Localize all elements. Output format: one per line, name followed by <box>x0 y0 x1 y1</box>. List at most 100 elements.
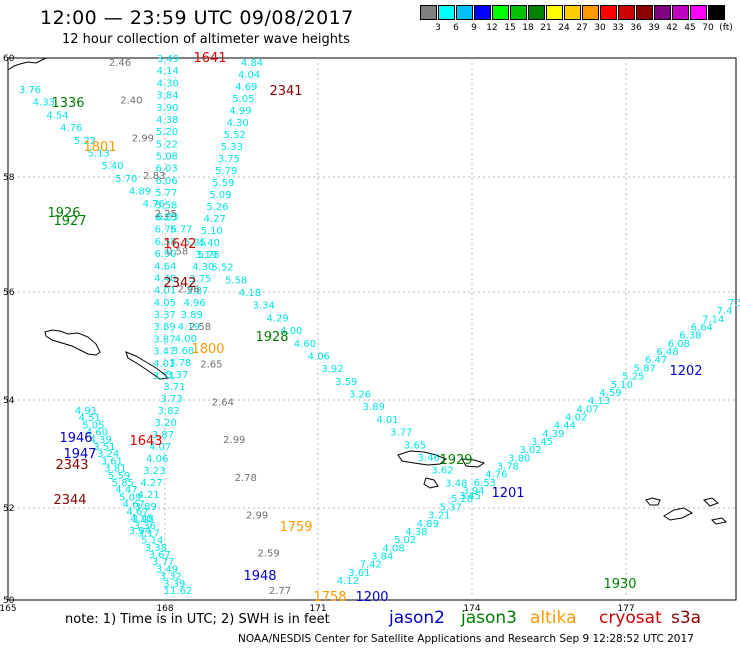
wave-height-value: 5.33 <box>221 142 243 153</box>
pass-time-label: 1946 <box>59 431 92 446</box>
wave-height-value: 3.75 <box>218 154 240 165</box>
legend-label: 6 <box>453 23 459 33</box>
legend-label: 30 <box>594 23 606 33</box>
wave-height-value: 3.89 <box>363 402 385 413</box>
wave-height-value: 2.25 <box>155 209 177 220</box>
satellite-label-jason2: jason2 <box>389 608 445 628</box>
wave-height-value: 2.64 <box>212 397 234 408</box>
wave-height-value: 3.45 <box>459 491 481 502</box>
pass-time-label: 1930 <box>603 577 636 592</box>
wave-height-value: 3.32 <box>159 572 181 583</box>
wave-height-value: 3.39 <box>163 579 185 590</box>
wave-height-value: 2.99 <box>246 511 268 522</box>
wave-height-value: 5.52 <box>211 263 233 274</box>
wave-height-value: 4.60 <box>86 428 108 439</box>
wave-height-value: 4.38 <box>156 115 178 126</box>
wave-height-value: 4.54 <box>46 110 68 121</box>
satellite-label-altika: altika <box>530 608 577 628</box>
wave-height-value: 5.85 <box>112 478 134 489</box>
wave-height-value: 4.00 <box>280 326 302 337</box>
wave-height-value: 4.99 <box>229 106 251 117</box>
wave-height-value: 3.61 <box>348 568 370 579</box>
wave-height-value: 4.67 <box>126 507 148 518</box>
wave-height-value: 4.27 <box>204 214 226 225</box>
land-masses <box>7 57 728 525</box>
legend-swatch <box>546 5 563 20</box>
legend-swatch <box>654 5 671 20</box>
legend-label: 24 <box>558 23 570 33</box>
map-grid <box>7 57 737 601</box>
wave-height-value: 11.62 <box>164 586 193 597</box>
wave-height-value: 3.62 <box>431 466 453 477</box>
wave-height-value: 7.42 <box>360 560 382 571</box>
wave-height-value: 5.25 <box>184 237 206 248</box>
pass-time-label: 1800 <box>191 342 224 357</box>
wave-height-value: 2.40 <box>120 96 142 107</box>
lon-tick-label: 177 <box>617 604 634 614</box>
legend-label: 70 <box>702 23 714 33</box>
page-subtitle: 12 hour collection of altimeter wave hei… <box>62 32 350 47</box>
wave-height-value: 4.19 <box>178 322 200 333</box>
wave-height-value: 4.33 <box>33 98 55 109</box>
wave-height-value: 3.24 <box>97 449 119 460</box>
wave-height-value: 2.96 <box>177 284 199 295</box>
pass-time-label: 1642 <box>163 237 196 252</box>
wave-height-value: 6.03 <box>156 212 178 223</box>
wave-height-value: 5.59 <box>212 178 234 189</box>
wave-height-value: 4.30 <box>226 118 248 129</box>
legend-label: 42 <box>666 23 678 33</box>
land-outline <box>663 507 694 521</box>
lon-tick-label: 165 <box>0 604 17 614</box>
pass-time-label: 1801 <box>83 140 116 155</box>
wave-height-value: 3.71 <box>153 371 175 382</box>
wave-height-value: 2.99 <box>223 435 245 446</box>
wave-height-value: 6.06 <box>155 176 177 187</box>
pass-time-label: 2341 <box>269 84 302 99</box>
wave-height-value: 3.48 <box>132 514 154 525</box>
wave-height-value: 3.19 <box>195 250 217 261</box>
legend-swatch <box>420 5 437 20</box>
wave-height-value: 2.78 <box>235 473 257 484</box>
track-values: 3.494.144.303.843.904.385.205.225.086.03… <box>19 54 740 597</box>
legend-swatch <box>510 5 527 20</box>
wave-height-value: 7.4 <box>717 306 733 317</box>
wave-height-value: 4.51 <box>79 413 101 424</box>
wave-height-value: 3.36 <box>134 521 156 532</box>
wave-height-value: 6.53 <box>474 478 496 489</box>
wave-height-value: 4.76 <box>143 199 165 210</box>
legend-label: 3 <box>435 23 441 33</box>
wave-height-value: 2.46 <box>109 58 131 69</box>
wave-height-value: 5.25 <box>622 372 644 383</box>
wave-height-value: 3.89 <box>153 322 175 333</box>
legend-swatch <box>690 5 707 20</box>
wave-height-value: 5.26 <box>206 202 228 213</box>
pass-time-label: 1928 <box>255 330 288 345</box>
land-outline <box>645 497 661 506</box>
pass-time-label: 1927 <box>53 214 86 229</box>
legend-swatch <box>438 5 455 20</box>
wave-height-value: 4.60 <box>294 339 316 350</box>
wave-height-value: 4.69 <box>235 82 257 93</box>
wave-height-value: 4.01 <box>154 286 176 297</box>
wave-height-value: 3.71 <box>163 382 185 393</box>
wave-height-value: 3.65 <box>404 440 426 451</box>
wave-height-value: 6.64 <box>691 323 713 334</box>
lat-tick-label: 52 <box>3 504 14 514</box>
wave-height-value: 3.84 <box>156 91 178 102</box>
wave-height-value: 4.91 <box>75 406 97 417</box>
land-outline <box>125 351 170 380</box>
land-outline <box>397 450 447 466</box>
legend-swatch <box>618 5 635 20</box>
wave-height-value: 3.20 <box>155 418 177 429</box>
wave-height-value: 4.44 <box>554 421 576 432</box>
wave-height-value: 5.09 <box>209 190 231 201</box>
wave-height-value: 2.77 <box>269 586 291 597</box>
wave-height-value: 5.77 <box>170 225 192 236</box>
footer-credit: NOAA/NESDIS Center for Satellite Applica… <box>238 633 694 645</box>
wave-height-value: 6.25 <box>155 213 177 224</box>
pass-time-label: 1336 <box>51 96 84 111</box>
wave-height-value: 4.08 <box>382 543 404 554</box>
legend-swatch <box>582 5 599 20</box>
legend-label: 9 <box>471 23 477 33</box>
wave-height-value: 6.58 <box>155 237 177 248</box>
